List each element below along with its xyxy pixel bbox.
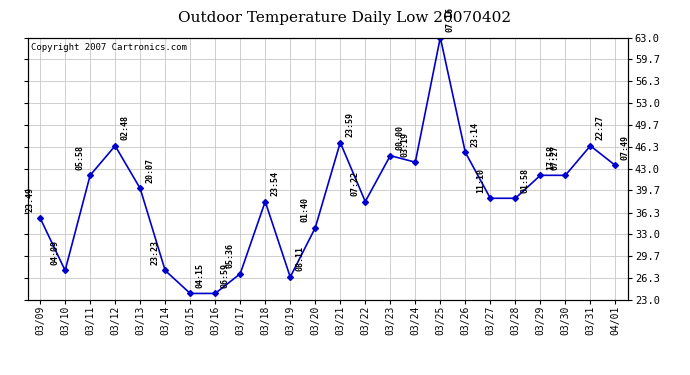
Text: 20:07: 20:07 (146, 158, 155, 183)
Text: 17:58: 17:58 (546, 145, 555, 170)
Text: 00:00: 00:00 (396, 125, 405, 150)
Text: 08:11: 08:11 (296, 246, 305, 272)
Text: 01:58: 01:58 (521, 168, 530, 193)
Text: 07:27: 07:27 (551, 145, 560, 170)
Text: 23:23: 23:23 (150, 240, 159, 265)
Text: 11:10: 11:10 (476, 168, 485, 193)
Text: 07:16: 07:16 (446, 7, 455, 32)
Text: 22:27: 22:27 (596, 115, 605, 140)
Text: 05:58: 05:58 (76, 145, 85, 170)
Text: 04:09: 04:09 (50, 240, 59, 265)
Text: Outdoor Temperature Daily Low 20070402: Outdoor Temperature Daily Low 20070402 (179, 11, 511, 25)
Text: 23:49: 23:49 (26, 188, 34, 212)
Text: 23:54: 23:54 (270, 171, 279, 196)
Text: 06:59: 06:59 (221, 263, 230, 288)
Text: 04:15: 04:15 (196, 263, 205, 288)
Text: 07:22: 07:22 (351, 171, 359, 196)
Text: 23:59: 23:59 (346, 112, 355, 137)
Text: 23:14: 23:14 (471, 122, 480, 147)
Text: 03:19: 03:19 (401, 132, 410, 157)
Text: Copyright 2007 Cartronics.com: Copyright 2007 Cartronics.com (30, 43, 186, 52)
Text: 01:40: 01:40 (301, 197, 310, 222)
Text: 07:49: 07:49 (621, 135, 630, 160)
Text: 05:36: 05:36 (226, 243, 235, 268)
Text: 02:48: 02:48 (121, 115, 130, 140)
